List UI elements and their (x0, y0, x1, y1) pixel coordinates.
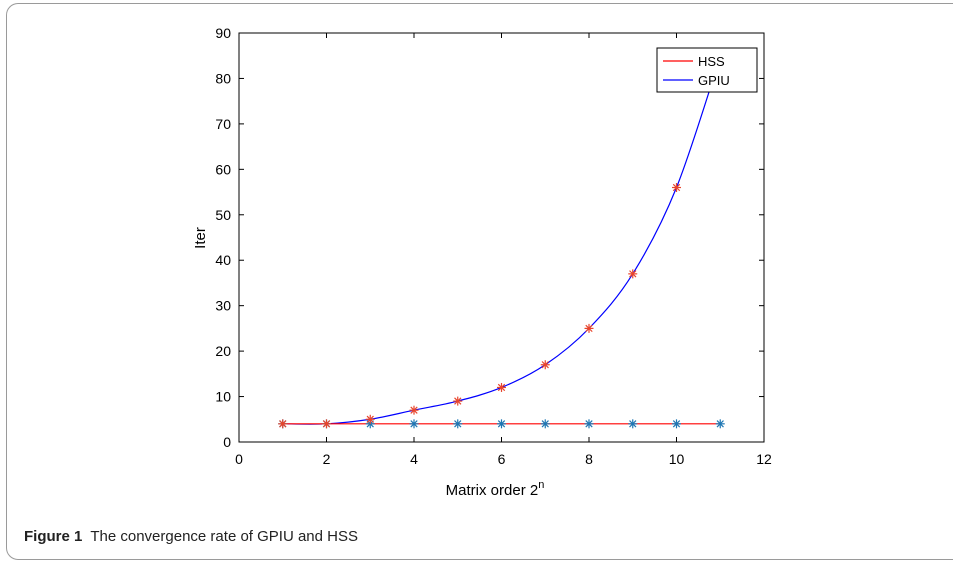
x-tick-label: 12 (756, 451, 772, 467)
hss-point (540, 419, 550, 429)
x-tick-label: 0 (235, 451, 243, 467)
x-tick-label: 6 (498, 451, 506, 467)
y-tick-label: 50 (215, 207, 231, 223)
legend-box (656, 47, 758, 93)
hss-point (409, 419, 419, 429)
x-tick-label: 4 (410, 451, 418, 467)
hss-point (628, 419, 638, 429)
y-tick-label: 90 (215, 25, 231, 41)
x-tick-label: 2 (323, 451, 331, 467)
y-axis-label: Iter (192, 227, 209, 249)
gpiu-point (278, 419, 288, 429)
y-tick-label: 40 (215, 252, 231, 268)
legend-label: HSS (698, 54, 725, 69)
x-tick-label: 8 (585, 451, 593, 467)
x-tick-label: 10 (669, 451, 685, 467)
x-axis-label-superscript: n (538, 479, 544, 491)
y-tick-label: 30 (215, 298, 231, 314)
y-tick-label: 20 (215, 343, 231, 359)
gpiu-point (672, 183, 681, 193)
x-axis-label: Matrix order 2n (446, 479, 545, 499)
gpiu-point (540, 360, 550, 370)
caption-label: Figure 1 (24, 528, 83, 545)
y-tick-label: 10 (215, 389, 231, 405)
y-tick-label: 60 (215, 161, 231, 177)
gpiu-point (409, 405, 419, 415)
legend-label: GPIU (698, 73, 730, 88)
gpiu-point (584, 323, 594, 333)
plot-area (238, 32, 765, 443)
caption-text: The convergence rate of GPIU and HSS (90, 528, 359, 545)
gpiu-point (365, 414, 375, 424)
hss-point (672, 419, 681, 429)
y-tick-label: 70 (215, 116, 231, 132)
gpiu-point (453, 396, 463, 406)
figure-frame (6, 3, 953, 560)
y-tick-label: 0 (223, 434, 231, 450)
hss-point (497, 419, 506, 429)
gpiu-point (322, 419, 331, 429)
gpiu-point (497, 382, 506, 392)
convergence-chart: 0 2 4 6 8 10 12 0 10 20 30 40 50 60 70 80 90 HSS GPIU Ite… (192, 25, 772, 499)
gpiu-point (628, 269, 638, 279)
y-tick-label: 80 (215, 70, 231, 86)
hss-point (584, 419, 594, 429)
hss-point (715, 419, 725, 429)
gpiu-series-line (282, 56, 721, 425)
hss-point (453, 419, 463, 429)
x-axis-label-main: Matrix order 2 (446, 482, 539, 499)
figure-caption: Figure 1 The convergence rate of GPIU and… (24, 528, 358, 545)
